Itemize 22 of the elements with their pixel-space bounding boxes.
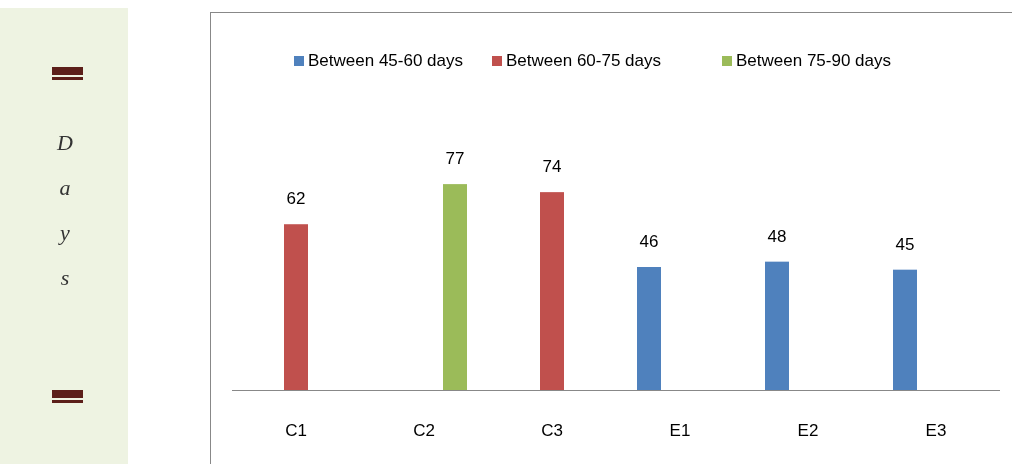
x-tick-label: E1 [669,421,691,440]
bar [284,224,308,390]
bar [893,269,917,390]
x-tick-label: C2 [413,421,435,440]
bar [540,192,564,390]
data-label: 48 [767,226,787,246]
legend-label: Between 45-60 days [308,51,463,70]
bar [637,267,661,390]
text: Days [56,130,74,290]
x-tick-label: E2 [797,421,819,440]
x-tick-label: C3 [541,421,563,440]
bar [443,184,467,390]
data-label: 46 [639,232,659,252]
x-tick-label: C1 [285,421,307,440]
bar [765,261,789,390]
data-label: 45 [895,234,915,254]
legend-label: Between 75-90 days [736,51,891,70]
data-label: 62 [286,189,306,209]
legend-label: Between 60-75 days [506,51,661,70]
data-label: 77 [445,149,465,169]
data-label: 74 [542,157,562,177]
x-tick-label: E3 [925,421,947,440]
